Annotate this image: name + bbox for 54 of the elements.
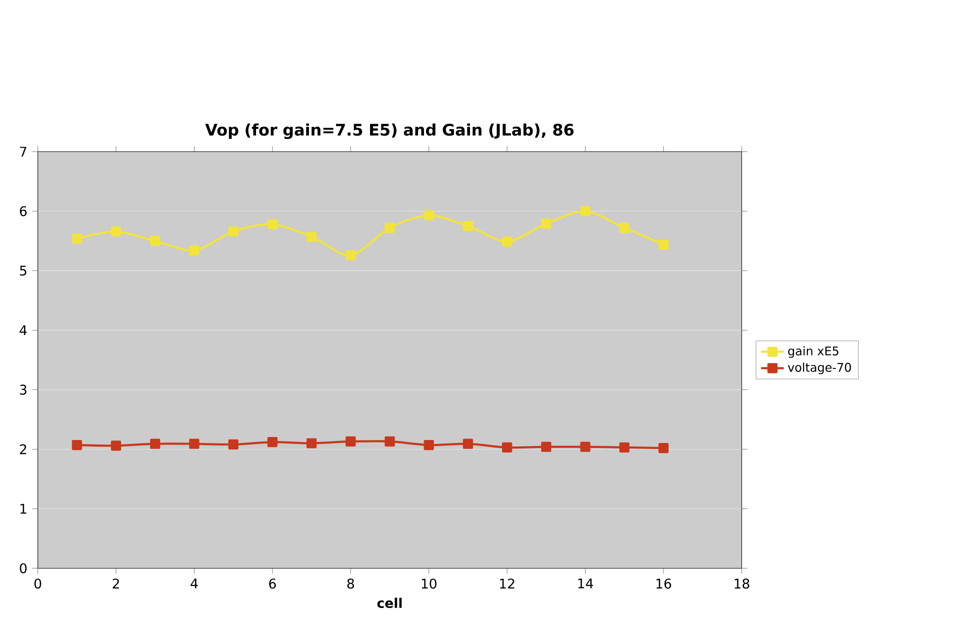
point (658, 239, 669, 250)
y-tick-label: 6 (20, 206, 27, 216)
point (619, 222, 630, 233)
point (306, 232, 317, 242)
point (462, 220, 474, 232)
point (658, 442, 669, 454)
point (306, 438, 317, 448)
point (580, 206, 590, 216)
point (228, 439, 238, 450)
point (541, 218, 552, 229)
point (267, 219, 278, 230)
point (384, 222, 395, 233)
y-tick-label: 1 (20, 504, 26, 514)
x-tick-label: 0 (34, 578, 42, 589)
x-tick-label: 14 (578, 578, 593, 588)
point (346, 250, 356, 260)
point (150, 236, 160, 246)
x-tick-label: 12 (500, 578, 514, 588)
point (150, 438, 160, 449)
x-tick-label: 16 (656, 578, 672, 589)
x-tick-label: 6 (269, 578, 276, 589)
legend-label: voltage-70 (788, 362, 851, 374)
point (346, 436, 356, 447)
x-tick-label: 10 (422, 578, 436, 589)
y-tick-label: 0 (20, 563, 27, 574)
y-tick-label: 2 (20, 444, 26, 454)
point (72, 233, 82, 244)
y-tick-label: 5 (20, 266, 26, 276)
point (424, 440, 434, 450)
point (110, 226, 122, 236)
x-tick-label: 18 (734, 578, 750, 589)
point (228, 226, 238, 236)
point (619, 442, 630, 452)
y-tick-label: 7 (20, 146, 26, 156)
point (384, 436, 395, 447)
chart-title: Vop (for gain=7.5 E5) and Gain (JLab), 86 (205, 123, 574, 139)
point (462, 438, 474, 449)
point (580, 442, 590, 452)
x-tick-label: 4 (190, 578, 198, 588)
y-tick-label: 4 (20, 325, 27, 336)
y-tick-label: 3 (20, 384, 26, 395)
x-axis-title: cell (377, 598, 402, 608)
point (189, 438, 200, 449)
point (424, 210, 434, 220)
point (189, 245, 200, 256)
point (267, 437, 278, 448)
point (110, 440, 122, 451)
point (541, 442, 552, 452)
point (502, 236, 512, 247)
x-tick-label: 8 (347, 578, 354, 589)
legend-label: gain xE5 (788, 346, 838, 358)
point (72, 440, 82, 450)
point (502, 442, 512, 452)
x-tick-label: 2 (112, 578, 119, 588)
